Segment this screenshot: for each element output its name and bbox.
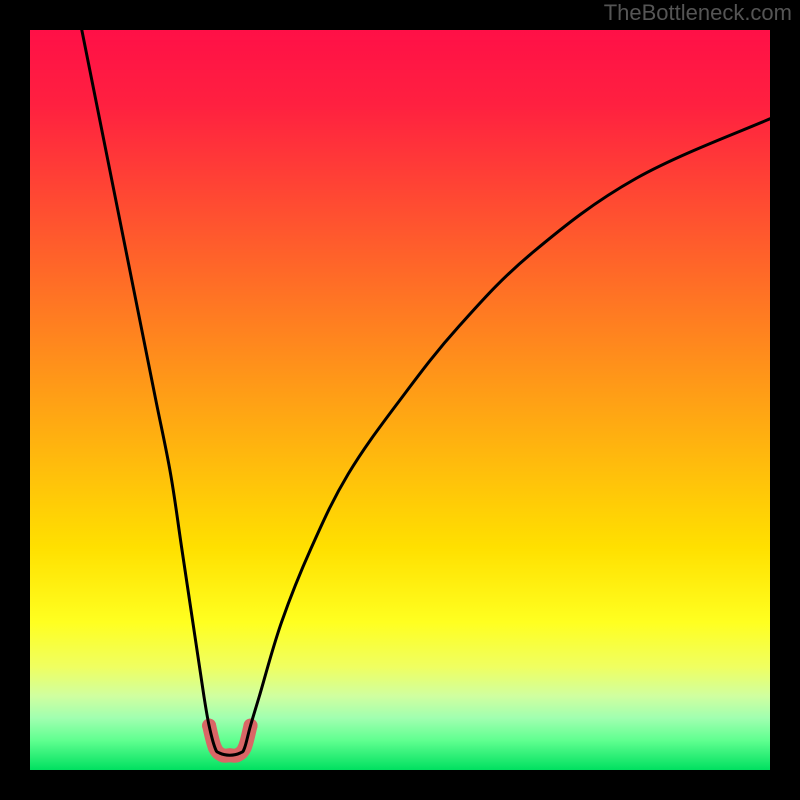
watermark-text: TheBottleneck.com: [604, 0, 792, 26]
bottleneck-chart: [0, 0, 800, 800]
